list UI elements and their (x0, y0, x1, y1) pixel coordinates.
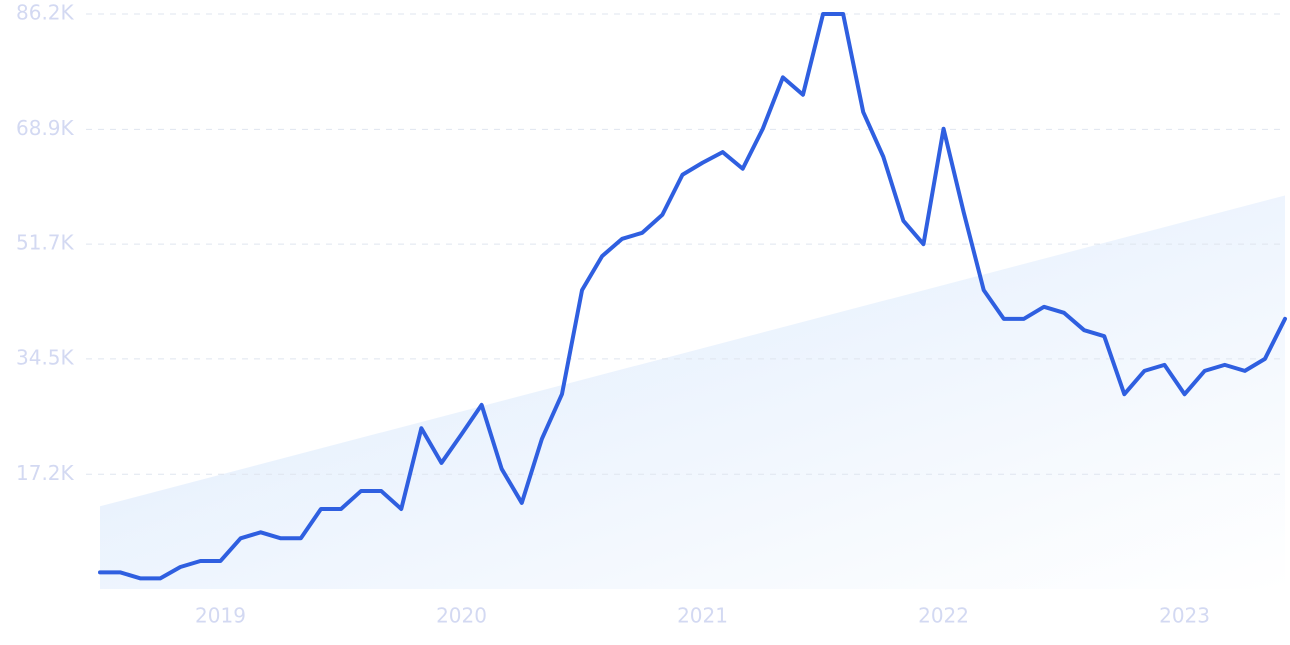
y-tick-label: 34.5K (16, 345, 75, 369)
y-tick-label: 86.2K (16, 1, 75, 25)
y-tick-label: 68.9K (16, 116, 75, 140)
data-line (98, 12, 1287, 581)
x-tick-label: 2023 (1159, 604, 1210, 628)
x-tick-label: 2020 (436, 604, 487, 628)
x-tick-label: 2021 (677, 604, 728, 628)
trend-area (100, 195, 1285, 589)
y-tick-label: 51.7K (16, 231, 75, 255)
x-tick-label: 2022 (918, 604, 969, 628)
y-tick-label: 17.2K (16, 461, 75, 485)
x-tick-label: 2019 (195, 604, 246, 628)
